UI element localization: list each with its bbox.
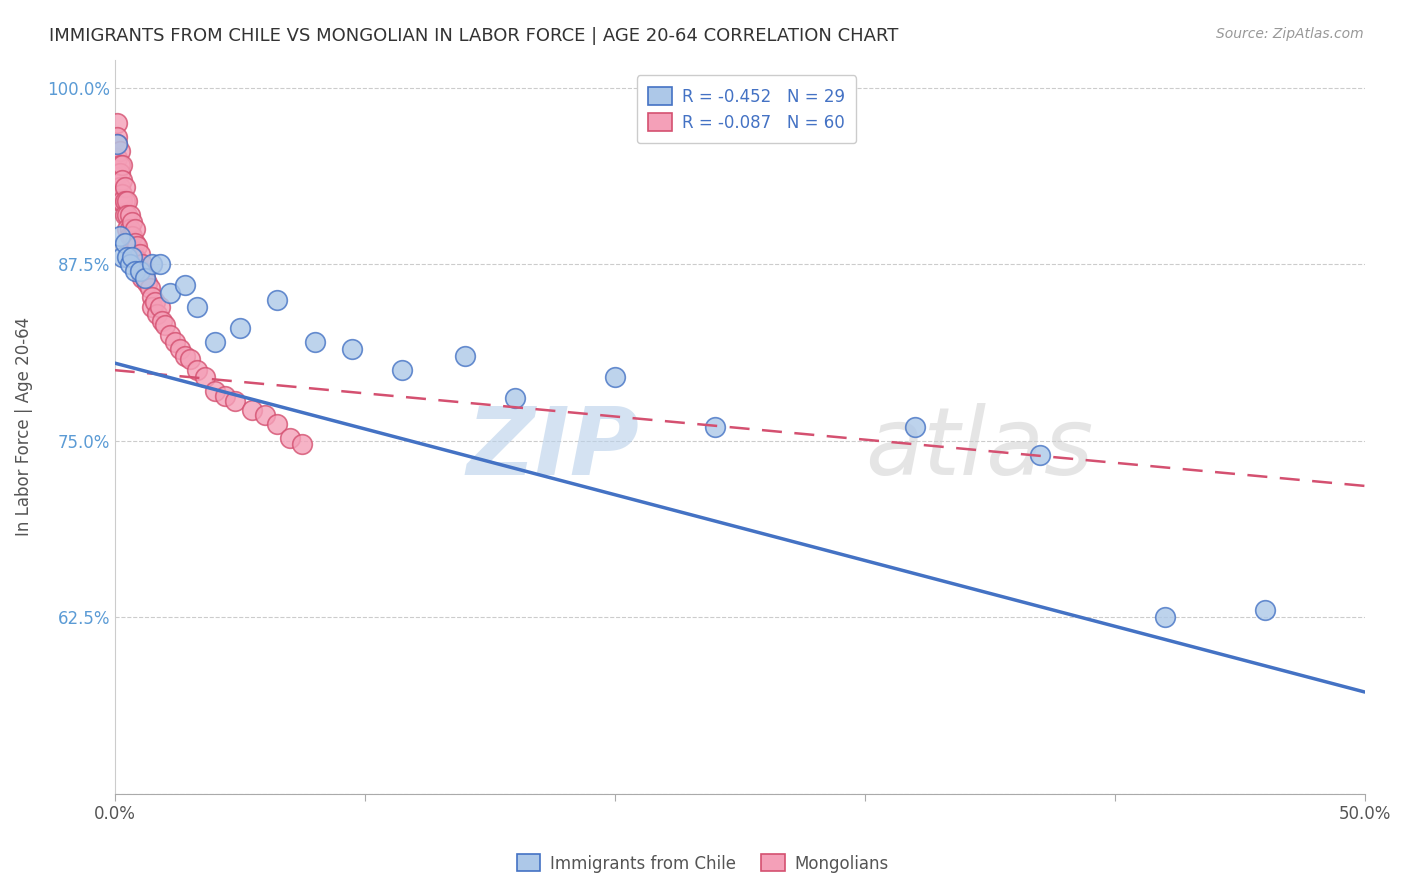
Point [134,271,156,285]
Point [121,243,143,257]
Point [127,239,149,253]
Text: atlas: atlas [865,403,1092,494]
Point [128,247,150,261]
Point [278,431,301,445]
Point [111,194,134,208]
Point [150,314,173,328]
Point [108,145,131,159]
Point [703,419,725,434]
Point [131,271,153,285]
Point [503,392,526,406]
Point [266,293,288,307]
Point [128,264,150,278]
Point [105,130,128,145]
Point [149,257,172,271]
Legend: R = -0.452   N = 29, R = -0.087   N = 60: R = -0.452 N = 29, R = -0.087 N = 60 [637,75,856,144]
Point [111,250,134,264]
Point [603,370,626,384]
Point [141,300,163,314]
Point [240,402,263,417]
Point [342,342,364,356]
Point [224,394,246,409]
Point [141,257,163,271]
Point [105,137,128,152]
Point [186,363,208,377]
Point [131,257,153,271]
Point [204,334,226,349]
Point [169,342,191,356]
Y-axis label: In Labor Force | Age 20-64: In Labor Force | Age 20-64 [15,317,32,536]
Point [108,229,131,244]
Point [253,409,276,423]
Point [194,370,217,384]
Point [146,307,169,321]
Point [124,264,146,278]
Point [105,116,128,130]
Point [114,179,136,194]
Point [114,208,136,222]
Point [134,271,156,285]
Point [136,276,159,290]
Point [117,222,139,236]
Point [139,281,162,295]
Point [159,327,181,342]
Point [159,285,181,300]
Point [904,419,927,434]
Point [153,318,176,332]
Point [118,257,141,271]
Point [121,229,143,244]
Point [105,152,128,166]
Point [108,194,131,208]
Point [117,250,139,264]
Point [454,349,477,363]
Point [121,250,143,264]
Point [186,300,208,314]
Point [124,250,146,264]
Text: IMMIGRANTS FROM CHILE VS MONGOLIAN IN LABOR FORCE | AGE 20-64 CORRELATION CHART: IMMIGRANTS FROM CHILE VS MONGOLIAN IN LA… [49,27,898,45]
Point [214,388,236,402]
Point [1254,603,1277,617]
Point [121,215,143,229]
Point [124,236,146,251]
Point [118,208,141,222]
Point [304,334,326,349]
Text: Source: ZipAtlas.com: Source: ZipAtlas.com [1216,27,1364,41]
Point [173,278,195,293]
Point [266,417,288,431]
Point [204,384,226,399]
Point [391,363,413,377]
Point [111,186,134,201]
Point [179,351,201,366]
Point [127,253,149,268]
Point [163,334,186,349]
Point [128,261,150,276]
Point [117,208,139,222]
Point [229,321,252,335]
Point [141,290,163,304]
Point [149,300,172,314]
Point [143,295,166,310]
Point [118,222,141,236]
Point [114,236,136,251]
Legend: Immigrants from Chile, Mongolians: Immigrants from Chile, Mongolians [510,847,896,880]
Point [291,436,314,450]
Point [105,165,128,179]
Point [114,194,136,208]
Point [105,137,128,152]
Point [124,222,146,236]
Point [111,159,134,173]
Point [1153,610,1175,624]
Point [108,179,131,194]
Point [111,172,134,186]
Point [108,165,131,179]
Point [173,349,195,363]
Point [118,229,141,244]
Point [117,194,139,208]
Point [1029,448,1052,462]
Text: ZIP: ZIP [467,402,640,495]
Point [108,159,131,173]
